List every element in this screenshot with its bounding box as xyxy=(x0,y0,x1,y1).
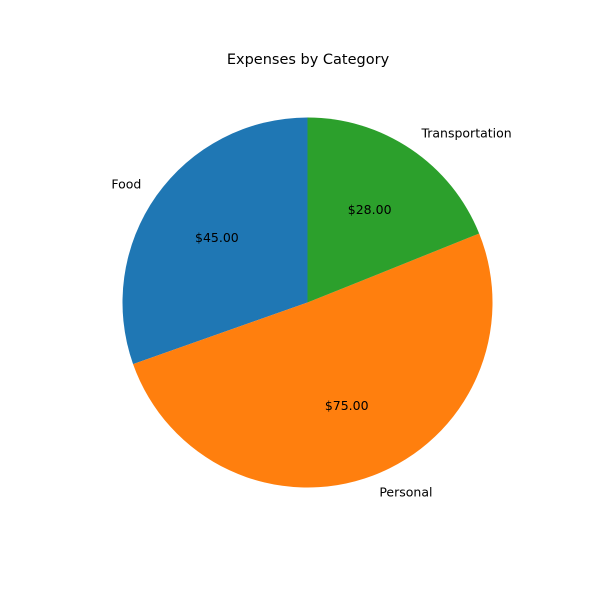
pie-slices xyxy=(122,117,493,488)
slice-label-personal: Personal xyxy=(379,484,432,499)
pie-slice-personal xyxy=(133,233,493,488)
slice-label-food: Food xyxy=(111,176,141,191)
slice-value-transportation: $28.00 xyxy=(348,202,392,217)
pie-slice-transportation xyxy=(307,117,480,303)
slice-value-food: $45.00 xyxy=(195,230,239,245)
pie-slice-food xyxy=(122,117,308,365)
slice-label-transportation: Transportation xyxy=(420,125,511,140)
slice-value-personal: $75.00 xyxy=(325,398,369,413)
chart-title: Expenses by Category xyxy=(227,52,390,68)
pie-labels: Food $45.00 Personal $75.00 Transportation $2… xyxy=(111,125,511,499)
